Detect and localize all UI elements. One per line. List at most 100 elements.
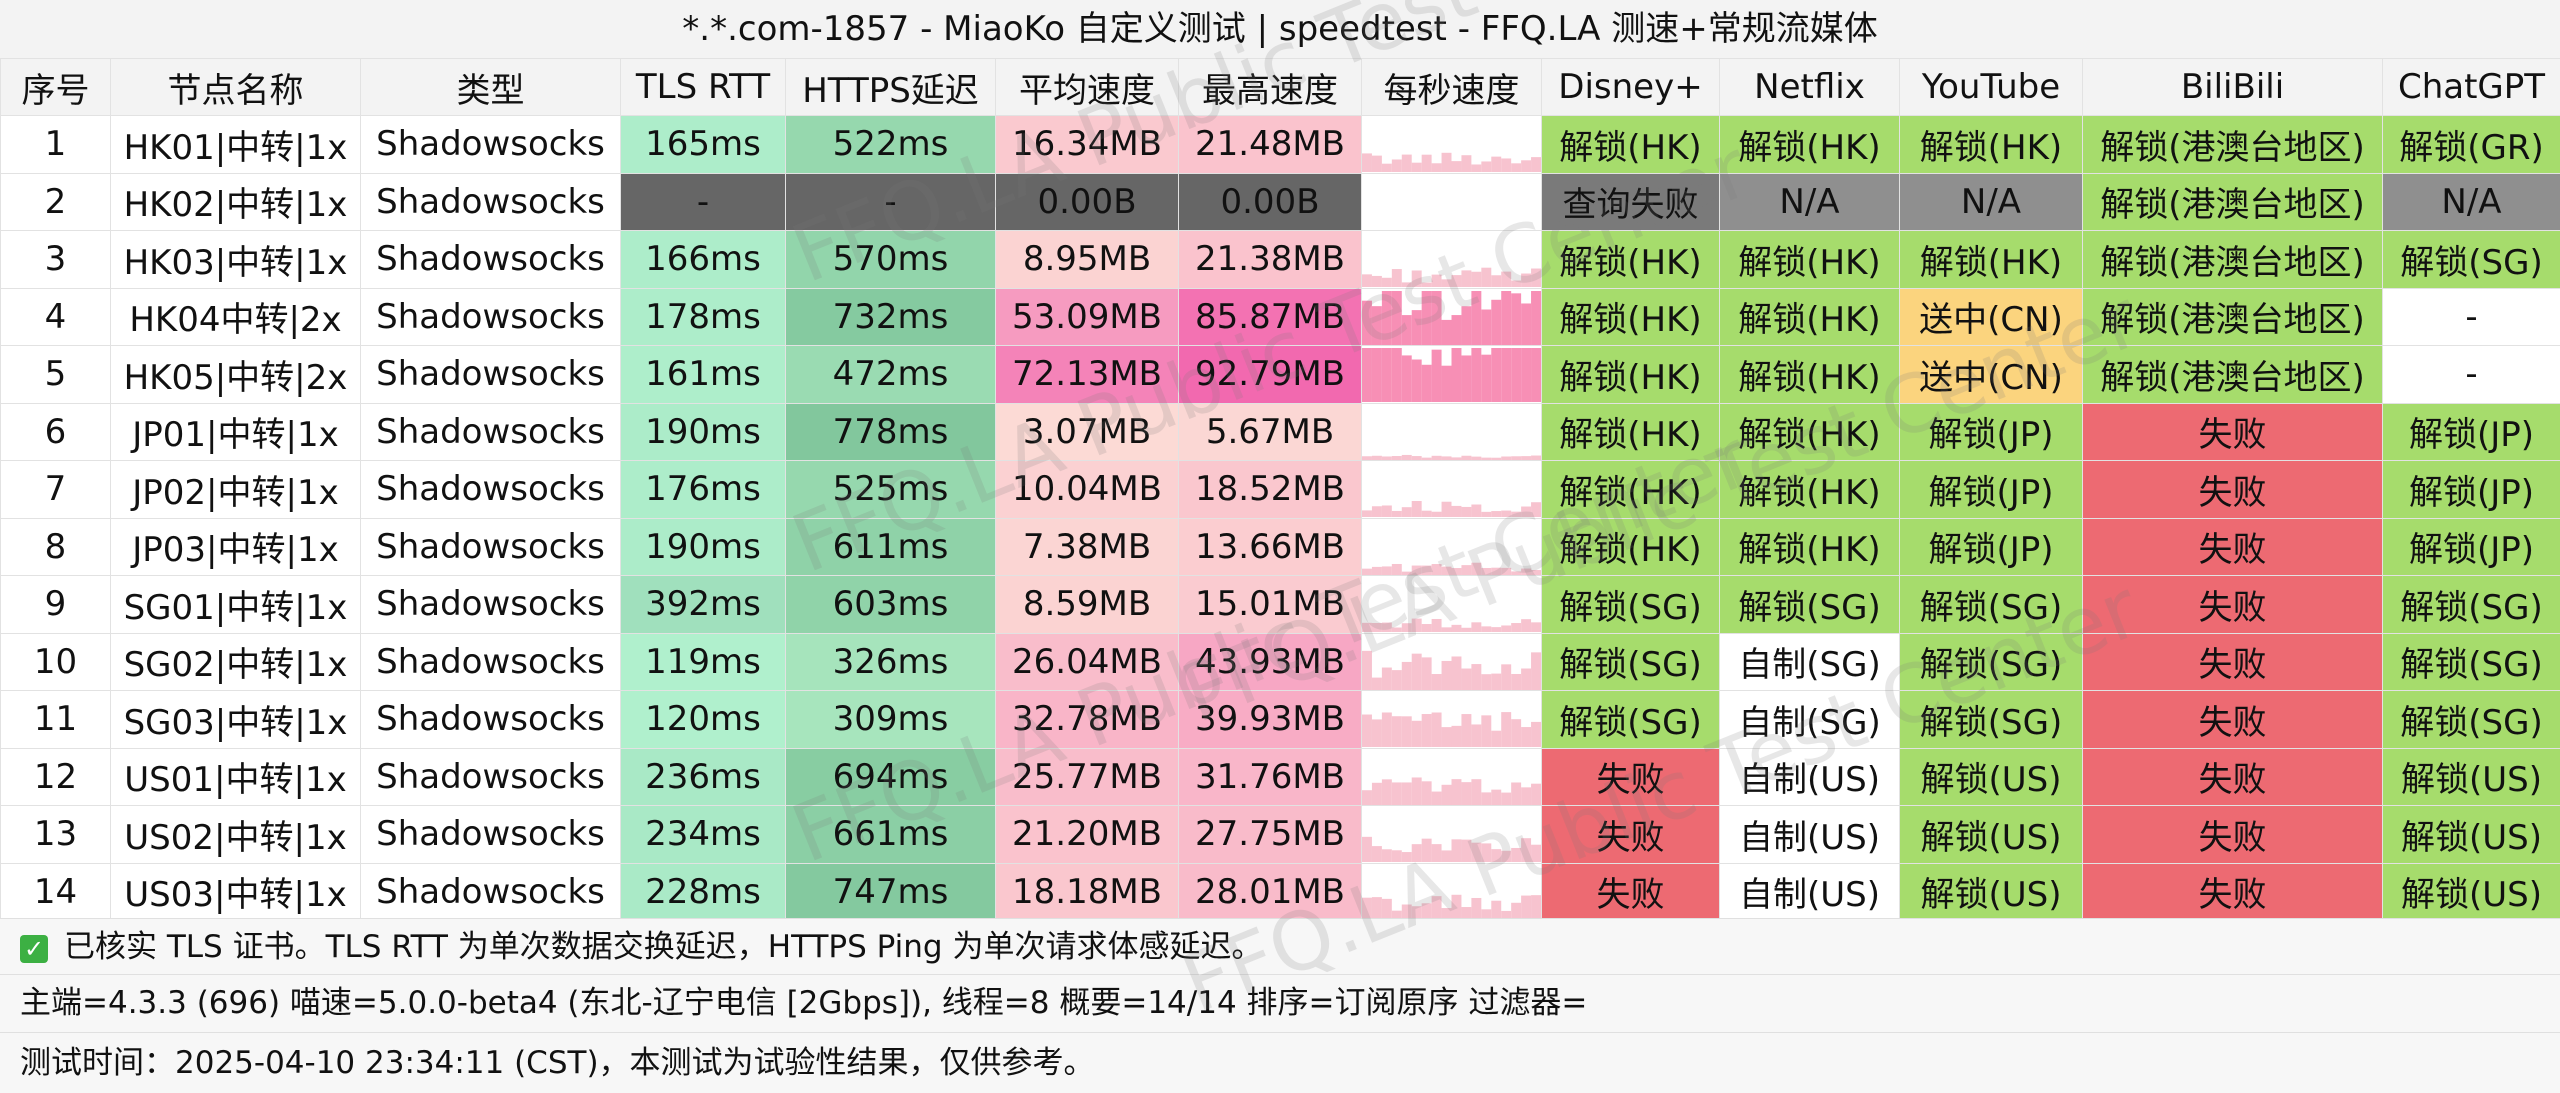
cell-node-name: US03|中转|1x: [110, 862, 361, 921]
cell-tls-rtt: 166ms: [620, 230, 786, 289]
speed-bar: [1471, 663, 1482, 690]
cell-tls-rtt: 161ms: [620, 345, 786, 404]
cell-avg-speed: 53.09MB: [995, 287, 1179, 346]
speed-bar: [1461, 155, 1472, 173]
speed-bar: [1381, 849, 1392, 863]
speed-bar: [1371, 506, 1382, 518]
cell-youtube: 送中(CN): [1899, 345, 2083, 404]
header-avg-speed[interactable]: 平均速度: [995, 58, 1179, 116]
speed-bar: [1362, 300, 1372, 345]
speed-bar: [1431, 163, 1442, 173]
speed-bar: [1391, 511, 1402, 518]
speed-bar: [1511, 511, 1522, 518]
speed-bar: [1381, 779, 1392, 805]
cell-bilibili: 失败: [2082, 460, 2383, 519]
footer-line-3: 测试时间：2025-04-10 23:34:11 (CST)，本测试为试验性结果…: [0, 1032, 2560, 1093]
speed-bar: [1371, 566, 1382, 575]
speed-bar: [1521, 506, 1532, 518]
speed-bar: [1531, 348, 1541, 403]
speed-bar: [1362, 153, 1372, 173]
speed-bar: [1411, 309, 1422, 345]
header-youtube[interactable]: YouTube: [1899, 58, 2083, 116]
cell-node-name: US01|中转|1x: [110, 747, 361, 806]
speed-bar: [1451, 314, 1462, 345]
cell-youtube: 解锁(JP): [1899, 517, 2083, 576]
speed-sparkline: [1362, 501, 1541, 518]
speed-bar: [1431, 290, 1442, 345]
cell-per-second: [1361, 632, 1542, 691]
speed-bar: [1421, 510, 1432, 518]
speed-bar: [1441, 627, 1452, 633]
cell-max-speed: 21.48MB: [1178, 115, 1362, 174]
footer-line-1: 已核实 TLS 证书。TLS RTT 为单次数据交换延迟，HTTPS Ping …: [64, 929, 1263, 965]
speed-bar: [1461, 714, 1472, 748]
header-netflix[interactable]: Netflix: [1719, 58, 1900, 116]
header-type[interactable]: 类型: [360, 58, 621, 116]
cell-node-name: HK04中转|2x: [110, 287, 361, 346]
cell-avg-speed: 7.38MB: [995, 517, 1179, 576]
cell-disney: 解锁(SG): [1541, 575, 1720, 634]
cell-max-speed: 31.76MB: [1178, 747, 1362, 806]
speed-bar: [1411, 905, 1422, 920]
header-https-latency[interactable]: HTTPS延迟: [785, 58, 996, 116]
speed-bar: [1391, 455, 1402, 460]
cell-bilibili: 解锁(港澳台地区): [2082, 345, 2383, 404]
cell-per-second: [1361, 747, 1542, 806]
cell-index: 4: [0, 287, 111, 346]
table-row: 1 HK01|中转|1x Shadowsocks 165ms 522ms 16.34MB 2…: [0, 115, 2560, 174]
speed-bar: [1362, 510, 1372, 518]
header-per-second[interactable]: 每秒速度: [1361, 58, 1542, 116]
speed-bar: [1401, 623, 1412, 633]
cell-per-second: [1361, 172, 1542, 231]
cell-disney: 解锁(HK): [1541, 287, 1720, 346]
speed-bar: [1401, 314, 1412, 345]
cell-youtube: 解锁(HK): [1899, 115, 2083, 174]
header-max-speed[interactable]: 最高速度: [1178, 58, 1362, 116]
speed-bar: [1461, 305, 1472, 345]
speed-bar: [1421, 781, 1432, 805]
cell-youtube: 解锁(SG): [1899, 632, 2083, 691]
speed-bar: [1511, 673, 1522, 690]
cell-max-speed: 0.00B: [1178, 172, 1362, 231]
cell-netflix: N/A: [1719, 172, 1900, 231]
speed-bar: [1531, 502, 1541, 518]
speed-bar: [1421, 657, 1432, 690]
speed-bar: [1391, 348, 1402, 403]
header-disney[interactable]: Disney+: [1541, 58, 1720, 116]
table-header-row: 序号 节点名称 类型 TLS RTT HTTPS延迟 平均速度 最高速度 每秒速…: [0, 58, 2560, 116]
speed-bar: [1531, 844, 1541, 863]
table-row: 7 JP02|中转|1x Shadowsocks 176ms 525ms 10.04MB 1…: [0, 460, 2560, 519]
cell-index: 14: [0, 862, 111, 921]
header-chatgpt[interactable]: ChatGPT: [2382, 58, 2560, 116]
cell-avg-speed: 10.04MB: [995, 460, 1179, 519]
cell-chatgpt: 解锁(SG): [2382, 230, 2560, 289]
cell-tls-rtt: 176ms: [620, 460, 786, 519]
header-bilibili[interactable]: BiliBili: [2082, 58, 2383, 116]
speed-bar: [1501, 851, 1512, 863]
speed-bar: [1491, 730, 1502, 748]
speed-bar: [1481, 673, 1492, 690]
cell-index: 8: [0, 517, 111, 576]
speed-bar: [1501, 625, 1512, 633]
speed-bar: [1491, 849, 1502, 863]
speed-bar: [1501, 158, 1512, 173]
header-index[interactable]: 序号: [0, 58, 111, 116]
cell-type: Shadowsocks: [360, 287, 621, 346]
speed-bar: [1511, 280, 1522, 288]
cell-bilibili: 失败: [2082, 402, 2383, 461]
speed-bar: [1491, 789, 1502, 805]
speed-bar: [1441, 727, 1452, 748]
speed-bar: [1531, 268, 1541, 288]
speed-bar: [1371, 623, 1382, 633]
cell-index: 2: [0, 172, 111, 231]
cell-https-latency: 694ms: [785, 747, 996, 806]
speed-bar: [1401, 355, 1412, 403]
speed-bar: [1371, 276, 1382, 288]
speed-bar: [1521, 619, 1532, 633]
cell-youtube: 解锁(US): [1899, 805, 2083, 864]
cell-chatgpt: 解锁(JP): [2382, 460, 2560, 519]
header-node-name[interactable]: 节点名称: [110, 58, 361, 116]
header-tls-rtt[interactable]: TLS RTT: [620, 58, 786, 116]
cell-https-latency: 778ms: [785, 402, 996, 461]
speed-bar: [1391, 269, 1402, 288]
